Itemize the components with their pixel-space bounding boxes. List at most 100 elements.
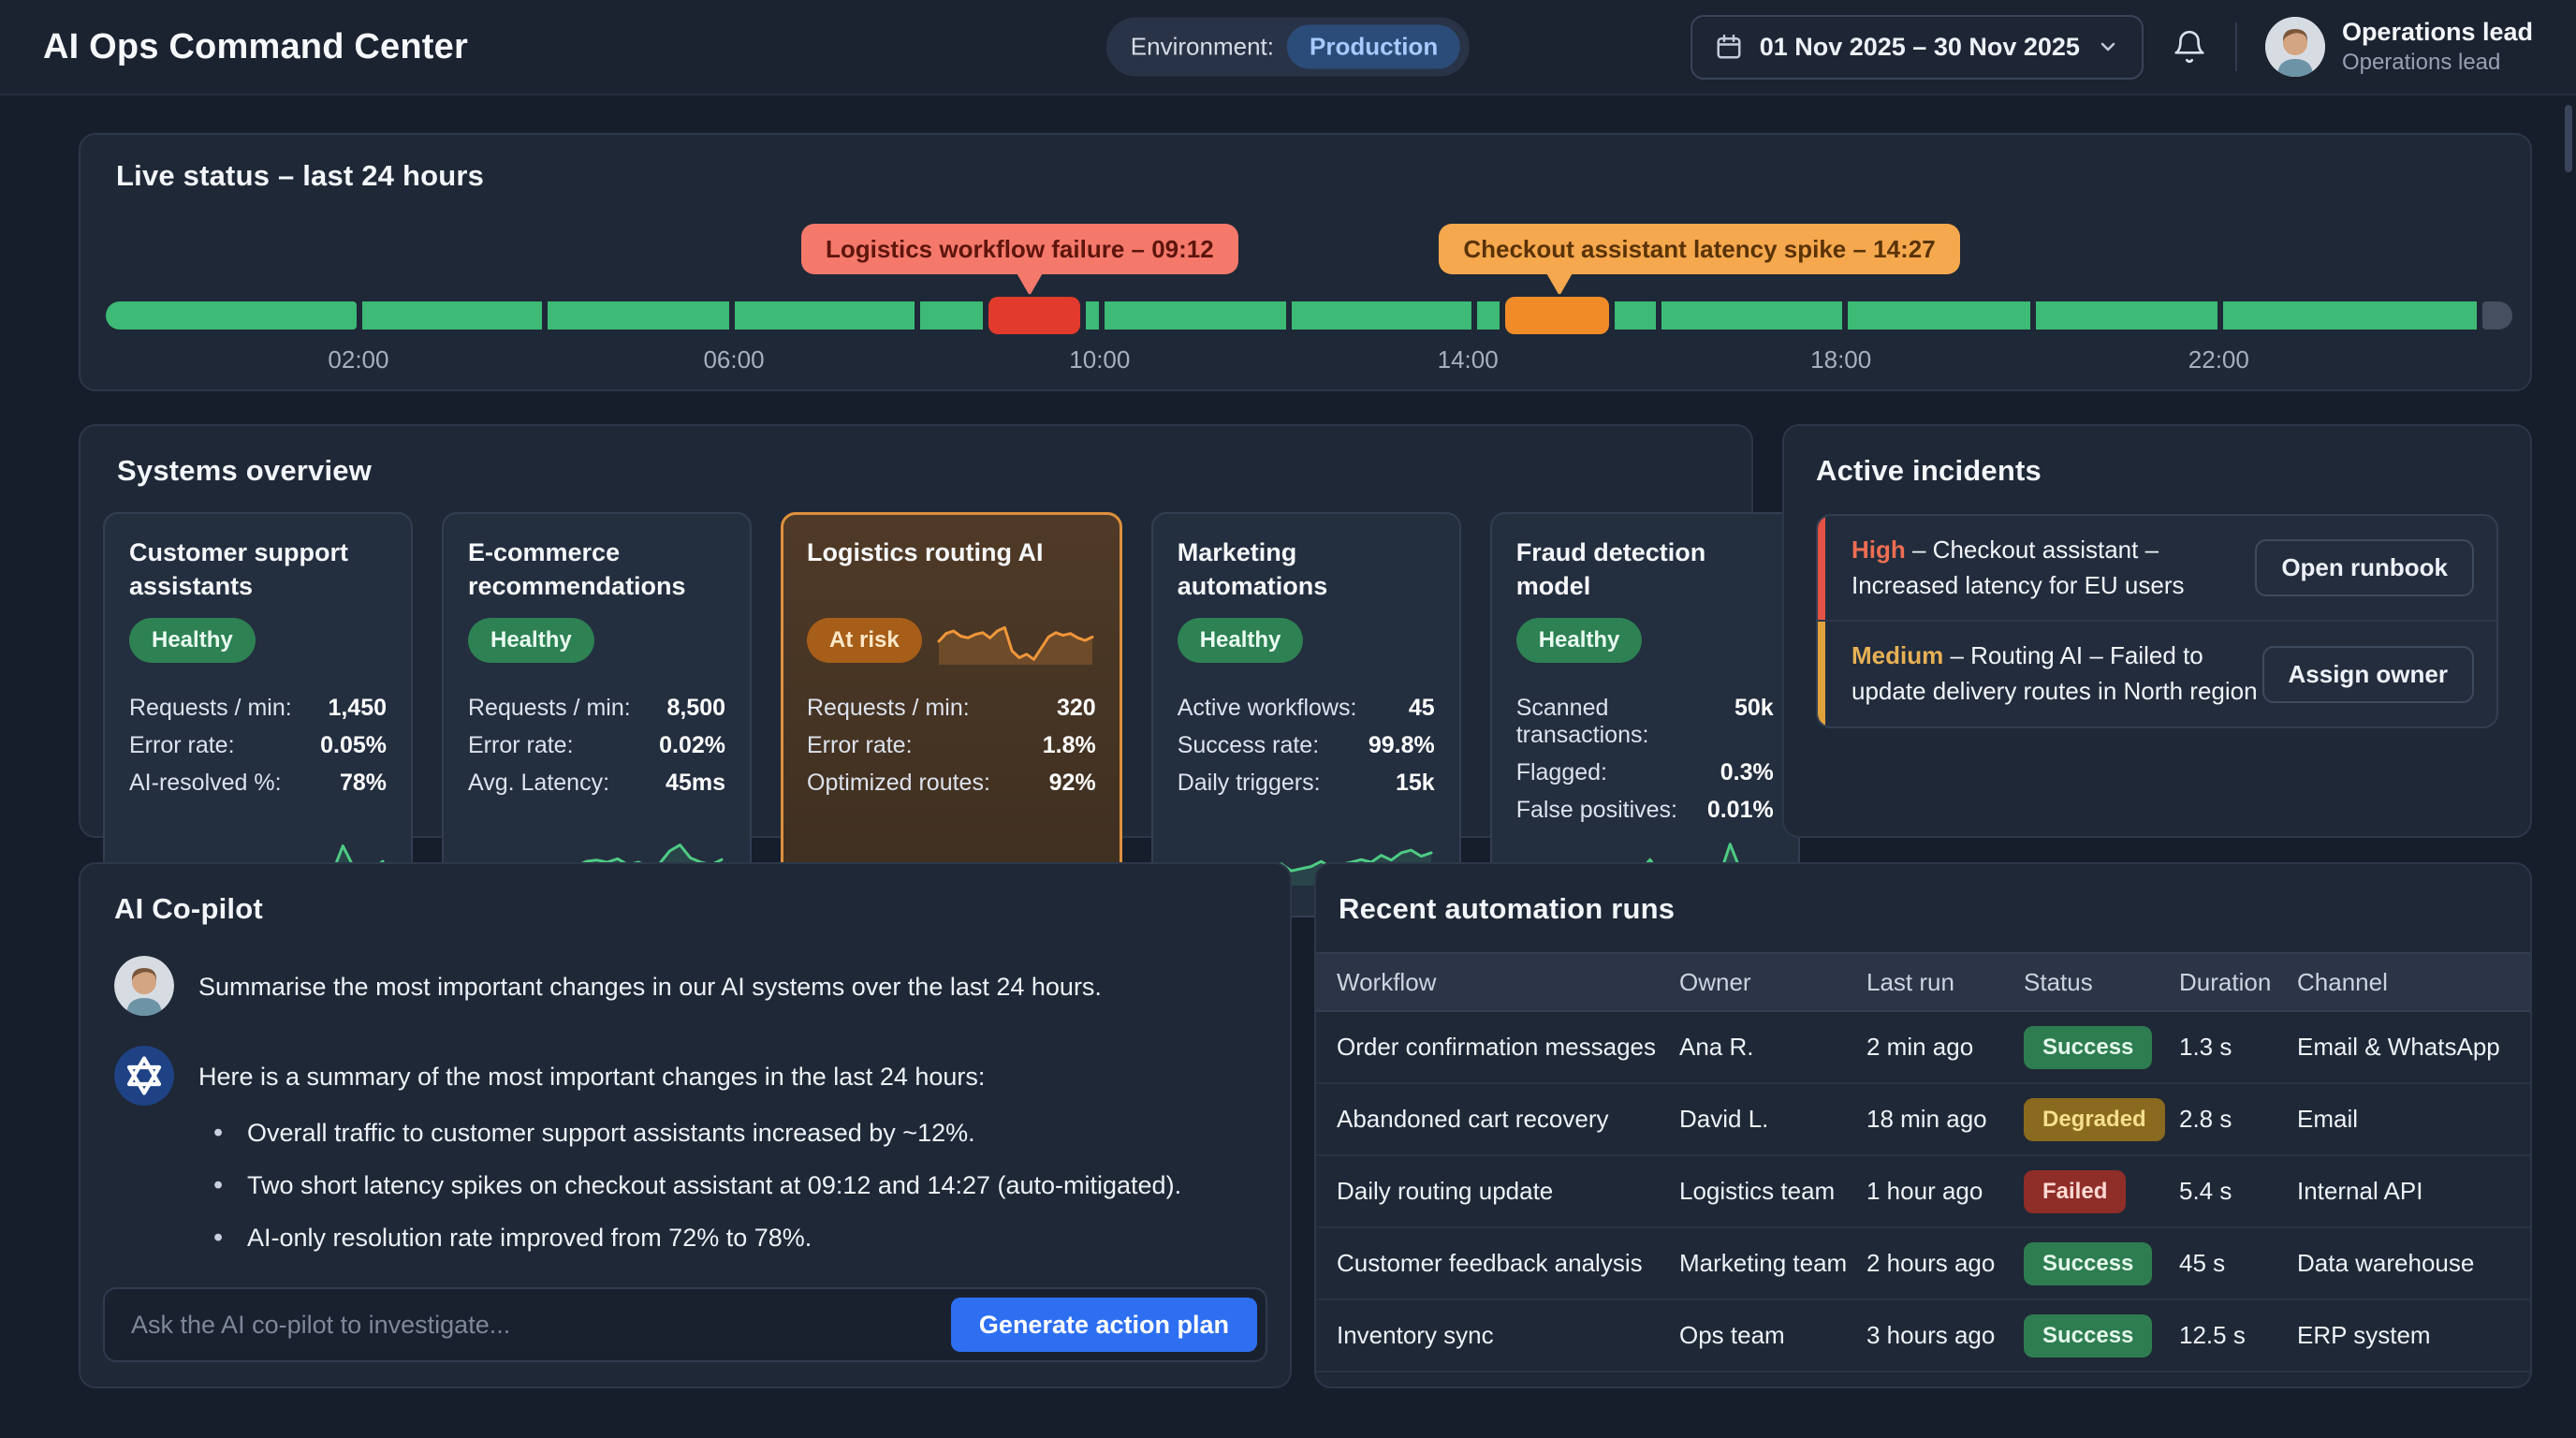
cell-channel: Data warehouse [2297, 1249, 2475, 1277]
status-badge: Degraded [2024, 1097, 2165, 1141]
status-badge: Healthy [1515, 618, 1643, 663]
cell-owner: Ops team [1679, 1321, 1785, 1349]
timeline-segment [1291, 301, 1472, 330]
scrollbar-thumb[interactable] [2565, 105, 2572, 172]
timeline-bar [106, 297, 2512, 334]
timeline-tick: 10:00 [1069, 345, 1131, 374]
metric-value: 0.05% [320, 732, 387, 758]
metric-label: Requests / min: [129, 695, 292, 721]
cell-channel: Email [2297, 1105, 2359, 1133]
card-title: Customer support assistants [129, 538, 349, 600]
cell-last-run: 3 hours ago [1866, 1321, 1996, 1349]
summary-bullet: Two short latency spikes on checkout ass… [212, 1170, 1181, 1201]
card-title: Marketing automations [1177, 538, 1328, 600]
table-row: Daily routing update Logistics team 1 hour… [1316, 1156, 2530, 1228]
systems-overview-panel: Systems overview Customer support assist… [79, 424, 1800, 917]
metric-row: Requests / min: 1,450 [129, 695, 387, 722]
open-runbook-button[interactable]: Open runbook [2255, 539, 2474, 597]
notifications-button[interactable] [2172, 29, 2207, 65]
system-card: E-commerce recommendations Healthy Request… [442, 512, 752, 917]
environment-pill[interactable]: Environment: Production [1105, 17, 1471, 77]
timeline-tick: 18:00 [1810, 345, 1872, 374]
status-badge: Healthy [468, 618, 594, 663]
chevron-down-icon [2097, 36, 2119, 58]
table-header-row: Workflow Owner Last run Status Duration Chann… [1316, 952, 2530, 1012]
table-row: Customer feedback analysis Marketing team… [1316, 1228, 2530, 1300]
cell-duration: 5.4 s [2179, 1177, 2232, 1205]
callout-pointer [1544, 271, 1573, 296]
incident-text: Medium – Routing AI – Failed to update d… [1852, 638, 2262, 709]
header-actions: 01 Nov 2025 – 30 Nov 2025 Operations lea… [1690, 14, 2533, 80]
cell-status: Success [2024, 1241, 2179, 1285]
systems-overview-title: Systems overview [117, 454, 373, 487]
column-header: Owner [1679, 967, 1751, 996]
timeline-segment [2482, 301, 2512, 330]
incident-row: High – Checkout assistant – Increased la… [1818, 516, 2496, 621]
metric-value: 50k [1734, 695, 1774, 721]
metric-label: Error rate: [807, 732, 913, 758]
cell-duration: 2.8 s [2179, 1105, 2232, 1133]
metric-label: AI-resolved %: [129, 770, 282, 796]
user-message-text: Summarise the most important changes in … [198, 973, 1102, 1001]
card-title: Logistics routing AI [807, 538, 1044, 566]
metric-label: Error rate: [129, 732, 235, 758]
cell-workflow: Customer feedback analysis [1337, 1249, 1643, 1277]
timeline-tick: 06:00 [703, 345, 765, 374]
cell-workflow: Daily routing update [1337, 1177, 1554, 1205]
cell-workflow: Order confirmation messages [1337, 1033, 1657, 1061]
app-header: AI Ops Command Center Environment: Produ… [0, 0, 2576, 95]
timeline-segment [361, 301, 543, 330]
metric-label: Requests / min: [468, 695, 631, 721]
callout-pointer [1016, 271, 1045, 296]
cell-last-run: 2 hours ago [1866, 1249, 1996, 1277]
table-row: Inventory sync Ops team 3 hours ago Success… [1316, 1300, 2530, 1372]
cell-channel: Email & WhatsApp [2297, 1033, 2500, 1061]
metric-row: Active workflows: 45 [1178, 695, 1435, 722]
metric-row: Error rate: 0.02% [468, 732, 725, 759]
cell-status: Degraded [2024, 1097, 2179, 1141]
timeline-segment [1086, 301, 1100, 330]
date-range-picker[interactable]: 01 Nov 2025 – 30 Nov 2025 [1690, 14, 2144, 80]
calendar-icon [1715, 33, 1743, 61]
timeline-tick: 22:00 [2188, 345, 2249, 374]
metric-label: Daily triggers: [1177, 770, 1321, 796]
timeline-event-callout: Logistics workflow failure – 09:12 [801, 224, 1238, 274]
openai-icon [114, 1046, 174, 1106]
timeline-segment [106, 301, 357, 330]
sparkline-chart [935, 613, 1096, 668]
metric-value: 320 [1056, 695, 1096, 721]
cell-owner: David L. [1679, 1105, 1769, 1133]
incident-list: High – Checkout assistant – Increased la… [1816, 514, 2498, 728]
metric-row: Optimized routes: 92% [807, 770, 1096, 797]
assign-owner-button[interactable]: Assign owner [2261, 645, 2474, 703]
table-row: Order confirmation messages Ana R. 2 min a… [1316, 1012, 2530, 1084]
timeline-segment [2035, 301, 2218, 330]
active-incidents-title: Active incidents [1816, 454, 2042, 487]
environment-label: Environment: [1130, 32, 1274, 61]
metric-value: 1.8% [1042, 732, 1096, 758]
metric-row: Requests / min: 8,500 [468, 695, 725, 722]
assistant-intro: Here is a summary of the most important … [198, 1063, 986, 1091]
summary-bullet: Overall traffic to customer support assi… [212, 1118, 1181, 1149]
avatar [2264, 17, 2325, 77]
active-incidents-panel: Active incidents High – Checkout assista… [1782, 424, 2532, 838]
metric-value: 0.3% [1720, 759, 1774, 785]
user-menu[interactable]: Operations lead Operations lead [2264, 17, 2533, 77]
timeline-segment [548, 301, 729, 330]
generate-action-plan-button[interactable]: Generate action plan [950, 1298, 1257, 1352]
metric-label: Active workflows: [1177, 695, 1357, 721]
status-badge: Success [2024, 1313, 2153, 1357]
incident-severity: Medium [1852, 641, 1944, 670]
date-range-value: 01 Nov 2025 – 30 Nov 2025 [1759, 32, 2080, 61]
status-badge: At risk [807, 618, 922, 663]
severity-bar [1818, 622, 1825, 726]
app-title: AI Ops Command Center [43, 26, 468, 66]
system-card: Marketing automations Healthy Active workf… [1150, 512, 1461, 917]
user-message: Summarise the most important changes in … [114, 956, 1256, 1016]
status-badge: Healthy [129, 618, 256, 663]
summary-bullet: AI-only resolution rate improved from 72… [212, 1223, 1181, 1254]
incident-description: – Checkout assistant – Increased latency… [1852, 536, 2185, 599]
column-header: Status [2024, 967, 2093, 996]
metric-value: 0.02% [659, 732, 725, 758]
